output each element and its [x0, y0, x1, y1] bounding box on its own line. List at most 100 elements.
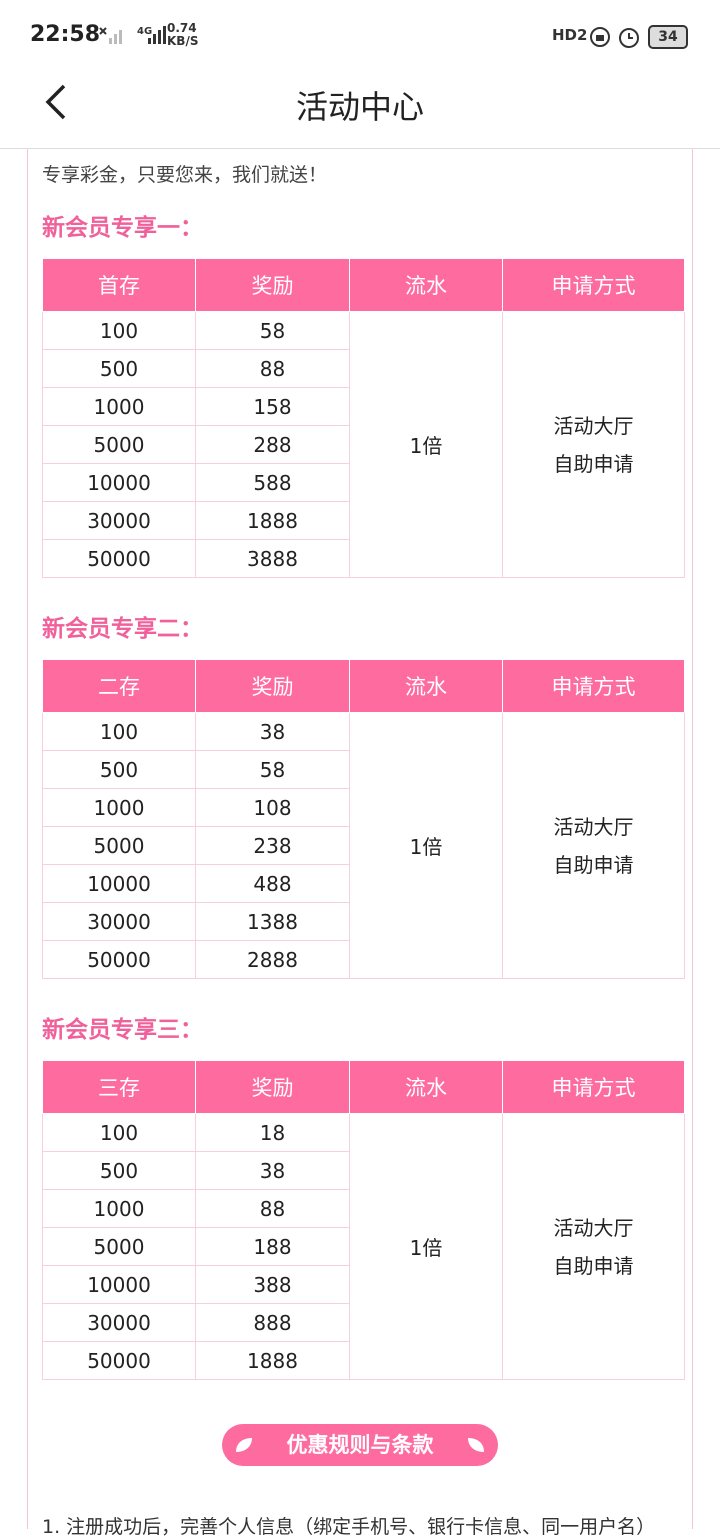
column-header: 奖励: [195, 1060, 350, 1114]
deposit-cell: 5000: [42, 1227, 196, 1266]
bonus-cell: 1888: [195, 1341, 350, 1380]
apply-cell: 活动大厅 自助申请: [502, 311, 685, 578]
nav-bar: 活动中心: [0, 72, 720, 149]
bonus-cell: 3888: [195, 539, 350, 578]
bonus-cell: 38: [195, 712, 350, 751]
deposit-cell: 30000: [42, 1303, 196, 1342]
header-row: 三存 奖励 流水 申请方式: [42, 1060, 685, 1114]
content-panel: [27, 149, 693, 1529]
bonus-cell: 58: [195, 311, 350, 350]
table-row: 10000 488: [42, 864, 685, 903]
deposit-cell: 5000: [42, 826, 196, 865]
deposit-cell: 30000: [42, 501, 196, 540]
table-row: 1000 88: [42, 1189, 685, 1228]
table-row: 1000 108: [42, 788, 685, 827]
rules-button-label: 优惠规则与条款: [286, 1433, 434, 1457]
table-row: 100 58 1倍 活动大厅 自助申请: [42, 311, 685, 578]
table-row: 30000 1888: [42, 501, 685, 540]
deposit-cell: 10000: [42, 1265, 196, 1304]
column-header: 奖励: [195, 659, 350, 713]
bonus-cell: 58: [195, 750, 350, 789]
rule-text: 1. 注册成功后，完善个人信息（绑定手机号、银行卡信息、同一用户名）: [42, 1516, 656, 1538]
table-row: 50000 2888: [42, 940, 685, 979]
deposit-cell: 5000: [42, 425, 196, 464]
rules-button[interactable]: 优惠规则与条款: [222, 1424, 498, 1466]
intro-text: 专享彩金，只要您来，我们就送！: [42, 164, 328, 186]
bonus-table: 二存 奖励 流水 申请方式 100 38 1倍 活动大厅 自助申请 500 58 1000 108 500…: [42, 659, 685, 979]
bonus-table: 首存 奖励 流水 申请方式 100 58 1倍 活动大厅 自助申请 500 88 1000 158 500…: [42, 258, 685, 578]
column-header: 流水: [349, 659, 503, 713]
header-row: 首存 奖励 流水 申请方式: [42, 258, 685, 312]
column-header: 奖励: [195, 258, 350, 312]
clock: 22:58: [30, 22, 101, 47]
bonus-cell: 588: [195, 463, 350, 502]
signal-icons: [99, 27, 122, 44]
bonus-cell: 38: [195, 1151, 350, 1190]
deposit-cell: 50000: [42, 940, 196, 979]
apply-line: 自助申请: [553, 1253, 634, 1278]
back-button[interactable]: [40, 82, 72, 122]
wager-cell: 1倍: [349, 311, 503, 578]
table-row: 50000 3888: [42, 539, 685, 578]
column-header: 首存: [42, 258, 196, 312]
table-row: 100 38 1倍 活动大厅 自助申请: [42, 712, 685, 979]
bonus-cell: 88: [195, 1189, 350, 1228]
deposit-cell: 50000: [42, 1341, 196, 1380]
deposit-cell: 1000: [42, 387, 196, 426]
bonus-cell: 238: [195, 826, 350, 865]
page-title: 活动中心: [295, 88, 424, 126]
deposit-cell: 10000: [42, 463, 196, 502]
section-title: 新会员专享一：: [42, 215, 203, 241]
table-row: 50000 1888: [42, 1341, 685, 1380]
net-speed: 0.74 KB/S: [167, 22, 198, 48]
apply-cell: 活动大厅 自助申请: [502, 1113, 685, 1380]
leaf-icon: [236, 1438, 252, 1452]
table-row: 100 18 1倍 活动大厅 自助申请: [42, 1113, 685, 1380]
bonus-cell: 2888: [195, 940, 350, 979]
section-title: 新会员专享三：: [42, 1017, 203, 1043]
column-header: 申请方式: [502, 659, 685, 713]
speed-value: 0.74: [167, 21, 197, 35]
deposit-cell: 1000: [42, 788, 196, 827]
bonus-cell: 158: [195, 387, 350, 426]
column-header: 流水: [349, 1060, 503, 1114]
leaf-icon: [468, 1438, 484, 1452]
bonus-cell: 488: [195, 864, 350, 903]
bonus-cell: 18: [195, 1113, 350, 1152]
bonus-cell: 88: [195, 349, 350, 388]
status-bar: 22:58 4G 0.74 KB/S HD2 34: [0, 0, 720, 72]
deposit-cell: 500: [42, 750, 196, 789]
bonus-cell: 888: [195, 1303, 350, 1342]
apply-line: 活动大厅: [553, 814, 634, 839]
table-row: 5000 238: [42, 826, 685, 865]
table-row: 5000 188: [42, 1227, 685, 1266]
apply-line: 活动大厅: [553, 413, 634, 438]
header-row: 二存 奖励 流水 申请方式: [42, 659, 685, 713]
column-header: 申请方式: [502, 1060, 685, 1114]
bonus-cell: 288: [195, 425, 350, 464]
table-row: 10000 588: [42, 463, 685, 502]
deposit-cell: 500: [42, 1151, 196, 1190]
network-type: 4G: [137, 26, 153, 37]
deposit-cell: 100: [42, 311, 196, 350]
deposit-cell: 100: [42, 1113, 196, 1152]
deposit-cell: 30000: [42, 902, 196, 941]
signal-strength: [148, 26, 166, 44]
table-row: 500 58: [42, 750, 685, 789]
table-row: 5000 288: [42, 425, 685, 464]
table-row: 30000 1388: [42, 902, 685, 941]
hd-indicator: HD2: [552, 26, 588, 44]
bonus-cell: 188: [195, 1227, 350, 1266]
bonus-cell: 1388: [195, 902, 350, 941]
wager-cell: 1倍: [349, 1113, 503, 1380]
column-header: 三存: [42, 1060, 196, 1114]
bonus-cell: 388: [195, 1265, 350, 1304]
apply-line: 自助申请: [553, 451, 634, 476]
status-icons: [590, 27, 639, 48]
column-header: 流水: [349, 258, 503, 312]
deposit-cell: 100: [42, 712, 196, 751]
bonus-table: 三存 奖励 流水 申请方式 100 18 1倍 活动大厅 自助申请 500 38 1000 88 5000…: [42, 1060, 685, 1380]
section-title: 新会员专享二：: [42, 616, 203, 642]
bonus-cell: 108: [195, 788, 350, 827]
